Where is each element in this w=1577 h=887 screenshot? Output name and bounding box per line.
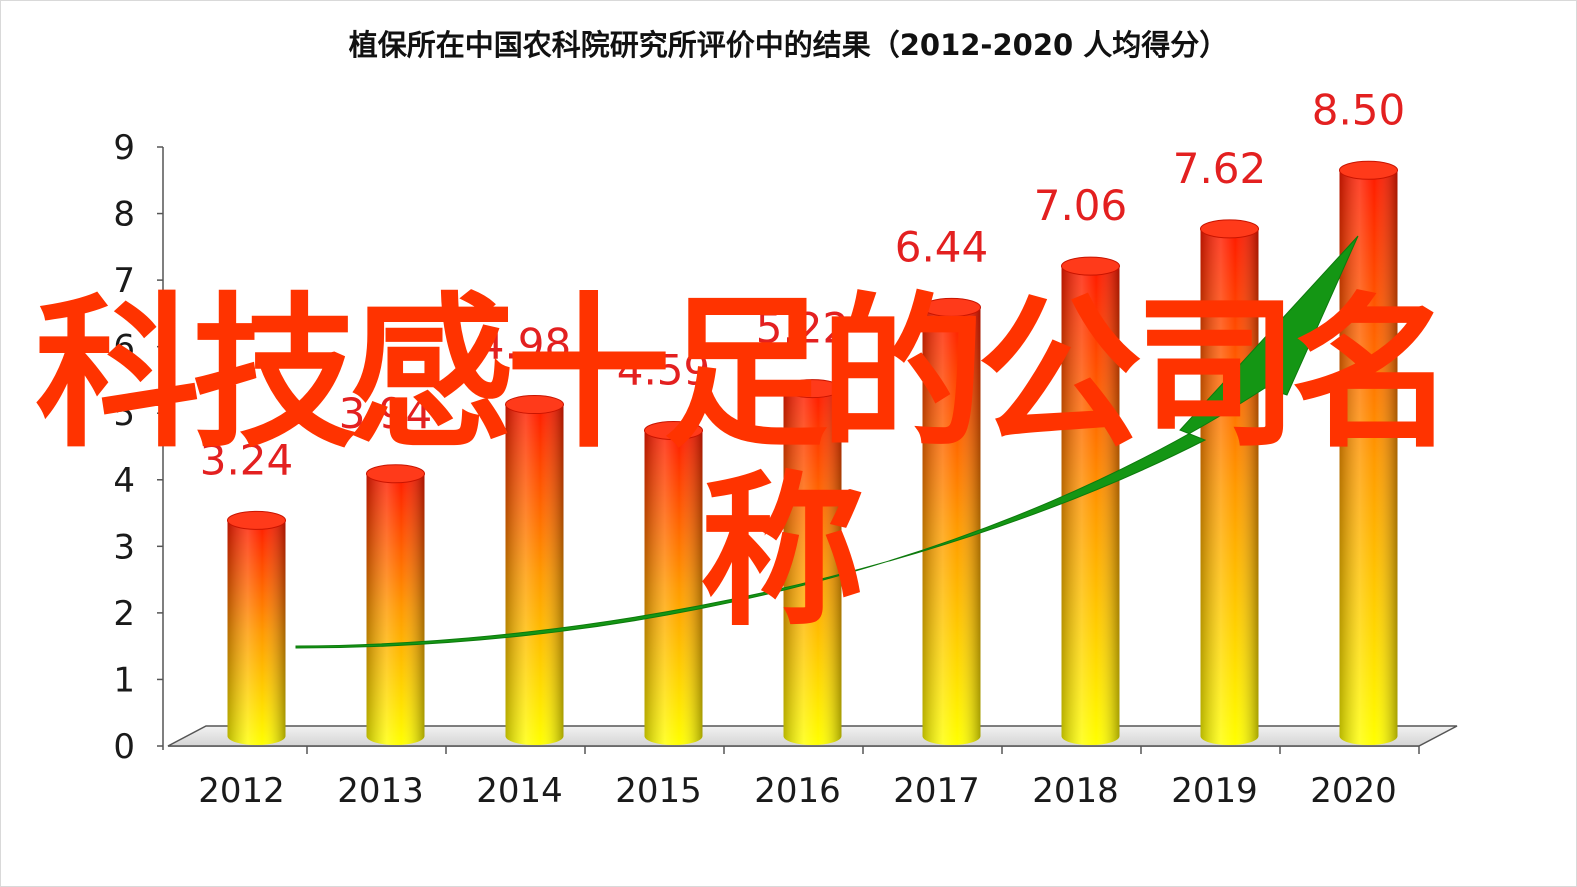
- bar-shading: [1200, 228, 1259, 745]
- x-tick-label: 2020: [1310, 771, 1397, 811]
- data-label: 3.24: [200, 435, 294, 484]
- x-tick-label: 2012: [198, 771, 285, 811]
- y-tick-label: 7: [113, 261, 135, 301]
- data-label: 4.98: [478, 320, 572, 369]
- x-tick-label: 2014: [476, 771, 563, 811]
- data-label: 7.06: [1034, 181, 1128, 230]
- trend-arrow: [295, 235, 1359, 649]
- y-tick-label: 3: [113, 527, 135, 567]
- bar-top: [227, 510, 286, 530]
- x-tick-label: 2013: [337, 771, 424, 811]
- bar-top: [644, 421, 703, 441]
- bar: [1200, 219, 1259, 745]
- x-tick-label: 2017: [893, 771, 980, 811]
- bar-shading: [1339, 170, 1398, 745]
- bar-top: [922, 297, 981, 317]
- y-tick-label: 9: [113, 128, 135, 168]
- y-tick-label: 6: [113, 328, 135, 368]
- bar-top: [783, 379, 842, 399]
- data-label: 5.22: [756, 304, 850, 353]
- bar: [227, 510, 286, 745]
- bar-shading: [783, 388, 842, 745]
- bar-top: [505, 395, 564, 415]
- bar: [505, 395, 564, 745]
- chart-title: 植保所在中国农科院研究所评价中的结果（2012-2020 人均得分）: [348, 28, 1229, 62]
- y-tick-labels: 0 1 2 3 4 5 6 7 8 9: [113, 128, 135, 767]
- bar-shading: [1061, 266, 1120, 745]
- bar: [1339, 160, 1398, 745]
- y-tick-label: 5: [113, 394, 135, 434]
- x-tick-labels: 2012 2013 2014 2015 2016 2017 2018 2019 2020: [198, 771, 1397, 811]
- x-tick-label: 2016: [754, 771, 841, 811]
- bar-top: [1339, 160, 1398, 180]
- y-tick-label: 2: [113, 594, 135, 634]
- bar-shading: [505, 404, 564, 745]
- data-label: 6.44: [895, 222, 989, 271]
- data-label: 3.94: [339, 389, 433, 438]
- y-tick-label: 0: [113, 727, 135, 767]
- bar: [366, 464, 425, 745]
- bar: [783, 379, 842, 745]
- data-label: 4.59: [617, 346, 711, 395]
- data-label: 8.50: [1312, 85, 1406, 134]
- bar-shading: [922, 307, 981, 745]
- bar: [1061, 256, 1120, 745]
- trend-arrow-shape: [295, 235, 1359, 649]
- x-tick-label: 2019: [1171, 771, 1258, 811]
- bar-top: [1061, 256, 1120, 276]
- x-tick-label: 2015: [615, 771, 702, 811]
- bar: [644, 421, 703, 745]
- x-tick-label: 2018: [1032, 771, 1119, 811]
- bar-top: [366, 464, 425, 484]
- bars: [227, 160, 1398, 745]
- bar-shading: [366, 473, 425, 745]
- bar-shading: [227, 520, 286, 745]
- y-tick-label: 4: [113, 461, 135, 501]
- data-labels: 3.24 3.94 4.98 4.59 5.22 6.44 7.06 7.62 8.50: [200, 85, 1406, 484]
- data-label: 7.62: [1173, 144, 1267, 193]
- bar: [922, 297, 981, 745]
- y-tick-label: 8: [113, 195, 135, 235]
- y-tick-label: 1: [113, 660, 135, 700]
- bar-shading: [644, 430, 703, 745]
- bar-top: [1200, 219, 1259, 239]
